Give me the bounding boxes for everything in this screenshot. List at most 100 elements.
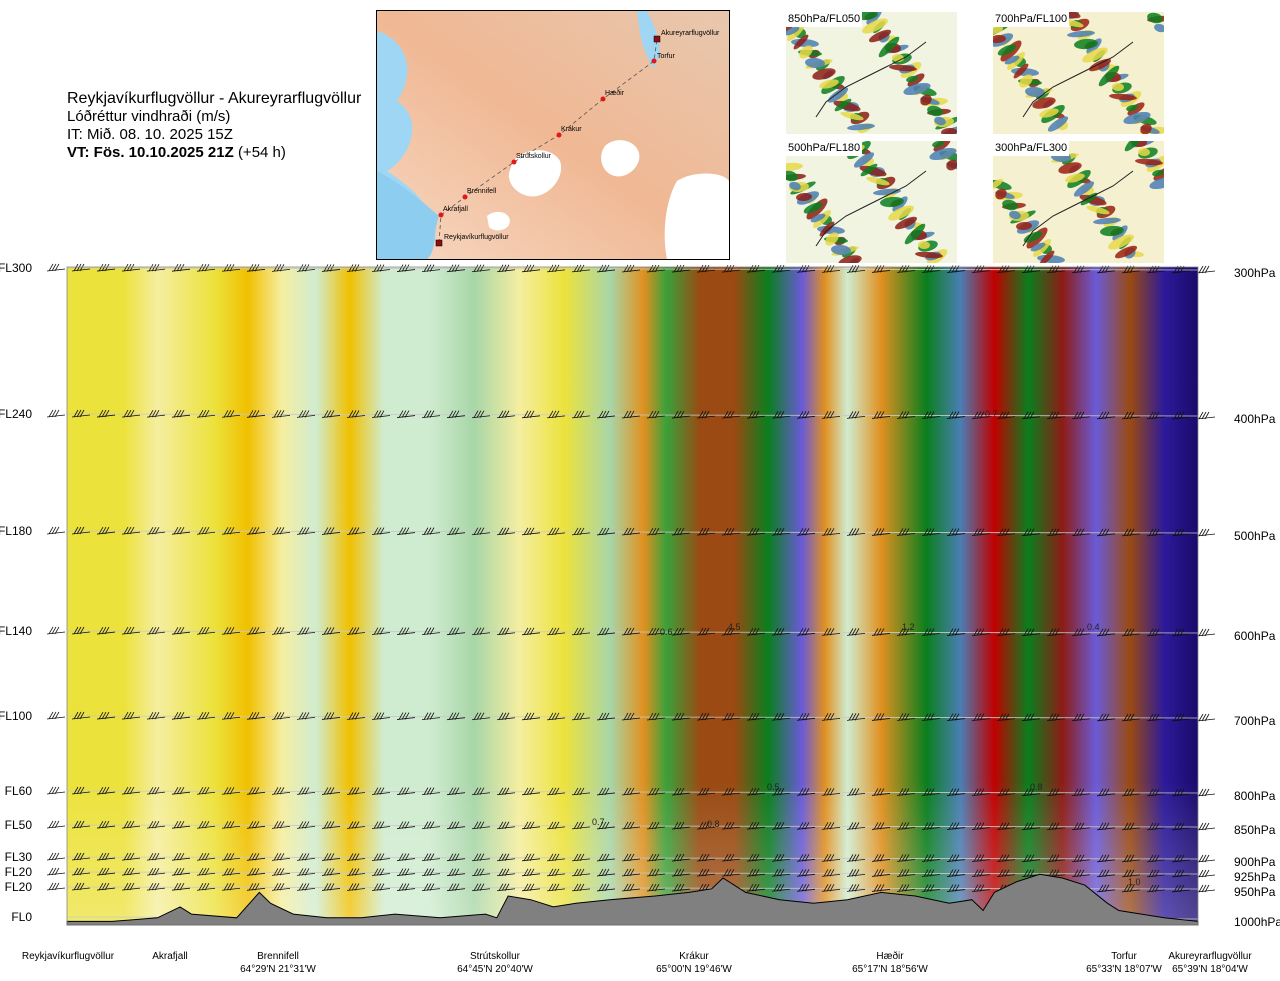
location-name: Torfur [1111, 951, 1137, 962]
wind-barb [471, 410, 491, 419]
hofsjokull-glacier [601, 140, 640, 177]
wind-barb [721, 627, 741, 636]
forecast-lead: (+54 h) [237, 144, 286, 161]
mini-map-cell [1140, 123, 1152, 135]
wind-barb [971, 854, 991, 862]
wind-barb [121, 409, 141, 418]
wind-barb [521, 883, 541, 892]
location-name: Akureyrarflugvöllur [1168, 951, 1252, 962]
mini-map-cell [1112, 82, 1124, 92]
mini-map-cell [1114, 245, 1138, 259]
wind-barb [1071, 713, 1091, 722]
wind-barb [471, 883, 491, 892]
mini-map-cell [1108, 234, 1134, 250]
wind-barb [671, 410, 691, 419]
mini-map-cell [1016, 221, 1032, 231]
mini-map-cell [1152, 169, 1164, 177]
wind-barb [421, 868, 441, 877]
mini-map-cell [894, 216, 918, 230]
mini-map-cell [995, 188, 1007, 200]
mini-map-700: 700hPa/FL100 [983, 5, 1171, 136]
wind-barb [171, 867, 191, 876]
mini-map-cell [929, 147, 957, 161]
wind-barb [671, 853, 691, 862]
mini-map-cell [1058, 162, 1082, 174]
location-coord: 65°33'N 18°07'W [1086, 964, 1162, 975]
wind-barb [96, 626, 116, 635]
wind-barb [71, 263, 91, 272]
wind-barb [771, 854, 791, 862]
wind-barb [1096, 713, 1116, 722]
wind-barb [146, 882, 166, 891]
wind-barb [1021, 628, 1041, 637]
wind-barb [196, 787, 216, 795]
wind-barb [596, 787, 616, 796]
mini-map-cell [793, 34, 809, 50]
wind-barb [596, 883, 616, 892]
mini-map-cell [1025, 86, 1045, 98]
mini-map-label: 850hPa/FL050 [786, 12, 863, 27]
wind-barb [421, 821, 441, 830]
wind-barb [1021, 788, 1041, 797]
wind-barb [571, 527, 591, 536]
wind-barb [446, 868, 466, 877]
mini-map-cell [915, 251, 943, 259]
wind-barb [521, 712, 541, 721]
fl-label: FL100 [0, 709, 32, 723]
wind-barb [771, 528, 791, 536]
mini-map-cell [918, 240, 930, 250]
fl-label: FL30 [5, 850, 33, 864]
mini-map-cell [1154, 23, 1166, 33]
wind-barb [321, 527, 341, 535]
wind-barb [421, 527, 441, 536]
wind-barb [246, 410, 266, 418]
wind-barb [246, 821, 266, 829]
wind-barb [1196, 788, 1216, 797]
wind-barb [496, 868, 516, 877]
mini-map-cell [946, 159, 958, 171]
wind-barb [971, 788, 991, 796]
mini-map-cell [878, 36, 900, 58]
wind-barb [846, 869, 866, 877]
wind-barb [471, 868, 491, 877]
mini-map-850: 850hPa/FL050 [777, 7, 965, 140]
wind-barb [821, 528, 841, 536]
wind-barb [521, 868, 541, 877]
wind-barb [946, 628, 966, 636]
wind-barb [946, 528, 966, 536]
wind-barb [321, 627, 341, 635]
wind-barb [646, 853, 666, 862]
wind-barb [171, 526, 191, 535]
mini-map-cell [1013, 63, 1029, 79]
wind-barb [721, 264, 741, 273]
location-name: Hæðir [876, 950, 904, 962]
wind-barb [746, 884, 766, 892]
wind-barb [171, 882, 191, 891]
wind-barb [896, 884, 916, 892]
wind-barb [621, 410, 641, 419]
wind-barb [546, 787, 566, 796]
wind-barb [146, 820, 166, 829]
level-line-0 [66, 267, 1199, 271]
wind-barb [746, 854, 766, 862]
wind-barb [821, 713, 841, 721]
wind-barb [921, 854, 941, 862]
mini-map-cell [1147, 12, 1163, 24]
wind-barb [446, 883, 466, 892]
wind-barb [621, 712, 641, 721]
wind-barb [771, 822, 791, 830]
mini-map-cell [796, 192, 812, 202]
hpa-label: 500hPa [1234, 529, 1276, 543]
mini-map-300: 300hPa/FL300 [988, 130, 1177, 266]
wind-barb [321, 410, 341, 418]
wind-barb [121, 882, 141, 891]
wind-barb [296, 821, 316, 829]
mini-map-route [815, 41, 927, 118]
wind-barb [246, 712, 266, 720]
wind-barb [946, 713, 966, 721]
mini-map-cell [810, 213, 826, 223]
wind-barb [771, 265, 791, 273]
wind-barb [971, 411, 991, 419]
mini-map-cell [866, 176, 890, 186]
wind-barb [996, 822, 1016, 831]
